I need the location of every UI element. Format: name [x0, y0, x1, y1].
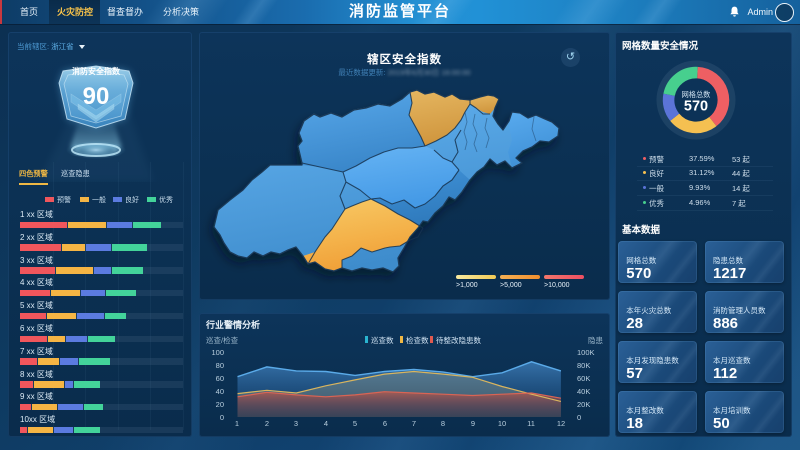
svg-text:570: 570 [684, 99, 708, 115]
svg-text:网格总数: 网格总数 [682, 90, 711, 99]
svg-text:90: 90 [83, 83, 110, 110]
svg-text:消防安全指数: 消防安全指数 [72, 66, 121, 76]
